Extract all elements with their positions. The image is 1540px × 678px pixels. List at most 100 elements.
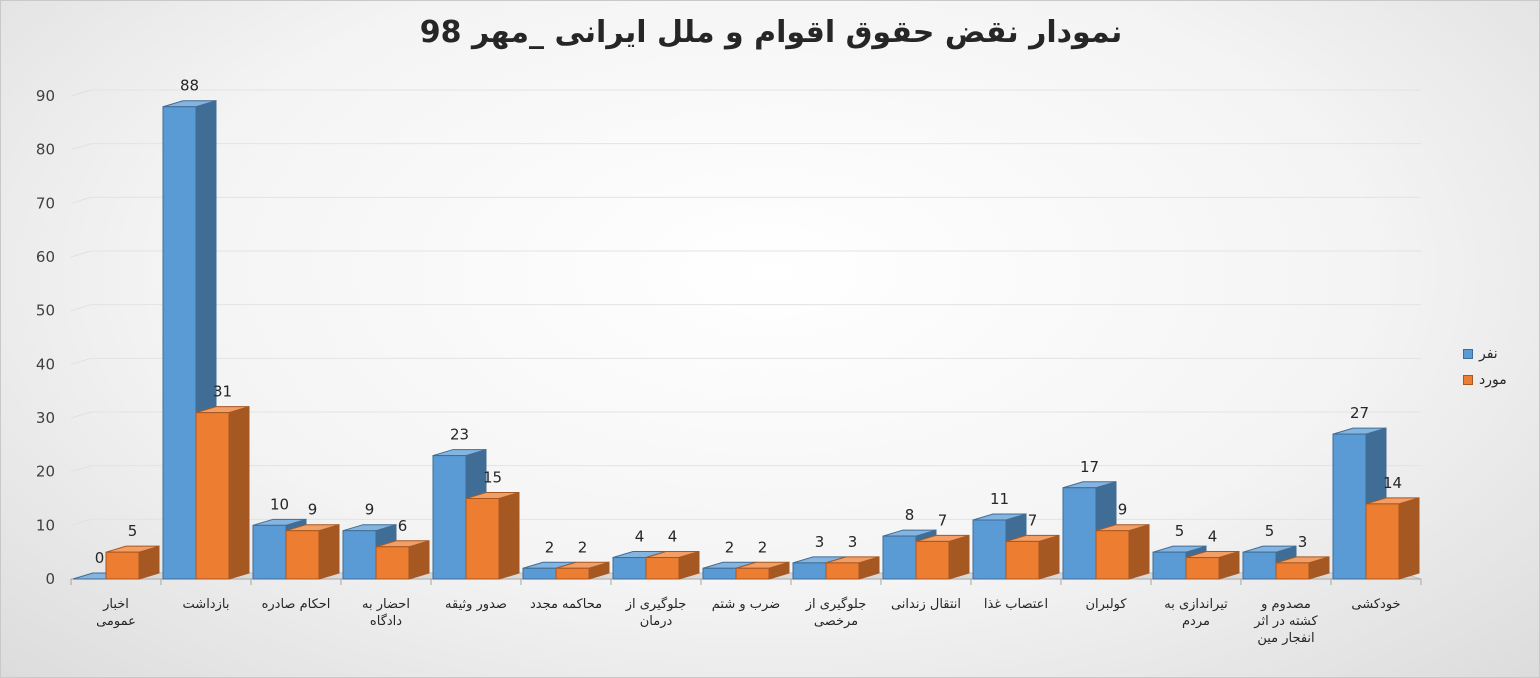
y-tick-label: 50: [36, 302, 55, 320]
bar-front-face: [735, 567, 770, 580]
x-category-label-line: انفجار مین: [1257, 631, 1314, 646]
chart-legend: نفر مورد: [1463, 341, 1535, 393]
bar-front-face: [825, 562, 860, 580]
x-category-label-line: مردم: [1182, 614, 1210, 629]
y-tick-label: 90: [36, 87, 55, 105]
bar-series-2-14: [1275, 556, 1330, 580]
x-category-label-11: اعتصاب غذا: [984, 597, 1048, 612]
data-label-series-2-13: 4: [1208, 528, 1218, 546]
x-category-label-6: محاکمه مجدد: [530, 597, 602, 612]
bar-front-face: [882, 535, 917, 580]
data-label-series-1-13: 5: [1175, 522, 1185, 540]
x-category-label-10: انتقال زندانی: [891, 597, 961, 612]
data-label-series-2-14: 3: [1298, 533, 1308, 551]
x-category-label-line: عمومی: [96, 614, 136, 629]
data-label-series-2-6: 2: [578, 538, 588, 556]
bar-side-face: [498, 491, 520, 580]
gridline-depth: [70, 572, 92, 580]
data-label-series-1-8: 2: [725, 538, 735, 556]
x-category-label-line: صدور وثیقه: [445, 597, 507, 612]
data-label-series-2-2: 31: [213, 383, 232, 401]
x-category-label-line: مصدوم و: [1260, 597, 1311, 612]
legend-item-series-1: نفر: [1463, 341, 1535, 367]
bar-series-2-15: [1365, 497, 1420, 580]
legend-swatch-series-2: [1463, 375, 1473, 385]
bar-side-face: [1128, 524, 1150, 580]
bar-series-2-11: [1005, 534, 1060, 580]
x-category-label-line: تیراندازی به: [1164, 597, 1228, 612]
bar-front-face: [1242, 551, 1277, 580]
bar-side-face: [228, 405, 250, 580]
bar-front-face: [252, 524, 287, 580]
y-tick-label: 70: [36, 194, 55, 212]
x-category-label-line: جلوگیری از: [625, 596, 687, 612]
data-label-series-1-11: 11: [990, 490, 1009, 508]
data-label-series-1-15: 27: [1350, 404, 1369, 422]
x-category-label-8: ضرب و شتم: [712, 597, 780, 612]
data-label-series-2-3: 9: [308, 501, 318, 519]
bar-front-face: [972, 519, 1007, 580]
bar-front-face: [105, 551, 140, 580]
gridline-depth: [70, 518, 92, 526]
x-category-label-13: تیراندازی به مردم: [1164, 597, 1228, 629]
data-label-series-2-1: 5: [128, 522, 138, 540]
gridline-depth: [70, 357, 92, 365]
data-label-series-1-12: 17: [1080, 458, 1099, 476]
y-tick-label: 10: [36, 516, 55, 534]
bar-series-2-5: [465, 491, 520, 580]
bar-front-face: [522, 567, 557, 580]
x-category-label-line: ضرب و شتم: [712, 597, 780, 612]
data-label-series-1-5: 23: [450, 426, 469, 444]
bar-front-face: [1185, 557, 1220, 580]
data-label-series-1-14: 5: [1265, 522, 1275, 540]
bar-front-face: [432, 455, 467, 580]
legend-item-series-2: مورد: [1463, 367, 1535, 393]
x-category-label-line: کشته در اثر: [1253, 614, 1318, 629]
bar-front-face: [195, 412, 230, 580]
x-category-label-line: احضار به: [362, 597, 410, 612]
data-label-series-2-15: 14: [1383, 474, 1402, 492]
x-category-label-5: صدور وثیقه: [445, 597, 507, 612]
bar-series-2-4: [375, 540, 430, 580]
bar-front-face: [702, 567, 737, 580]
y-tick-label: 80: [36, 141, 55, 159]
data-label-series-1-7: 4: [635, 528, 645, 546]
x-category-label-14: مصدوم و کشته در اثر انفجار مین: [1253, 597, 1318, 646]
y-tick-label: 20: [36, 463, 55, 481]
bar-series-2-12: [1095, 524, 1150, 580]
bar-side-face: [408, 540, 430, 580]
x-category-label-7: جلوگیری از درمان: [625, 596, 687, 629]
data-label-series-1-2: 88: [180, 77, 199, 95]
x-category-label-line: انتقال زندانی: [891, 597, 961, 612]
x-category-label-line: محاکمه مجدد: [530, 597, 602, 612]
data-label-series-2-9: 3: [848, 533, 858, 551]
data-label-series-1-10: 8: [905, 506, 915, 524]
bar-series-2-2: [195, 405, 250, 580]
x-category-label-line: دادگاه: [370, 613, 402, 629]
y-tick-label: 0: [45, 570, 55, 588]
x-category-label-line: بازداشت: [183, 597, 230, 612]
bar-series-2-10: [915, 534, 970, 580]
x-category-label-line: کولبران: [1085, 597, 1127, 612]
x-category-label-line: خودکشی: [1351, 597, 1400, 612]
x-category-label-12: کولبران: [1085, 597, 1127, 612]
bar-side-face: [948, 534, 970, 580]
bar-series-2-9: [825, 556, 880, 580]
bar-side-face: [1038, 534, 1060, 580]
gridline-depth: [70, 143, 92, 151]
y-tick-label: 30: [36, 409, 55, 427]
bar-front-face: [915, 540, 950, 580]
legend-label-series-1: نفر: [1479, 346, 1498, 362]
data-label-series-2-10: 7: [938, 511, 948, 529]
y-tick-label: 40: [36, 355, 55, 373]
bar-series-2-3: [285, 524, 340, 580]
bar-series-2-6: [555, 561, 610, 580]
chart-title: نمودار نقض حقوق اقوام و ملل ایرانی _مهر …: [419, 15, 1123, 50]
gridline-depth: [70, 465, 92, 473]
data-label-series-1-1: 0: [95, 549, 105, 567]
bar-front-face: [1095, 530, 1130, 580]
y-tick-label: 60: [36, 248, 55, 266]
bar-series-2-1: [105, 545, 160, 580]
data-label-series-1-9: 3: [815, 533, 825, 551]
